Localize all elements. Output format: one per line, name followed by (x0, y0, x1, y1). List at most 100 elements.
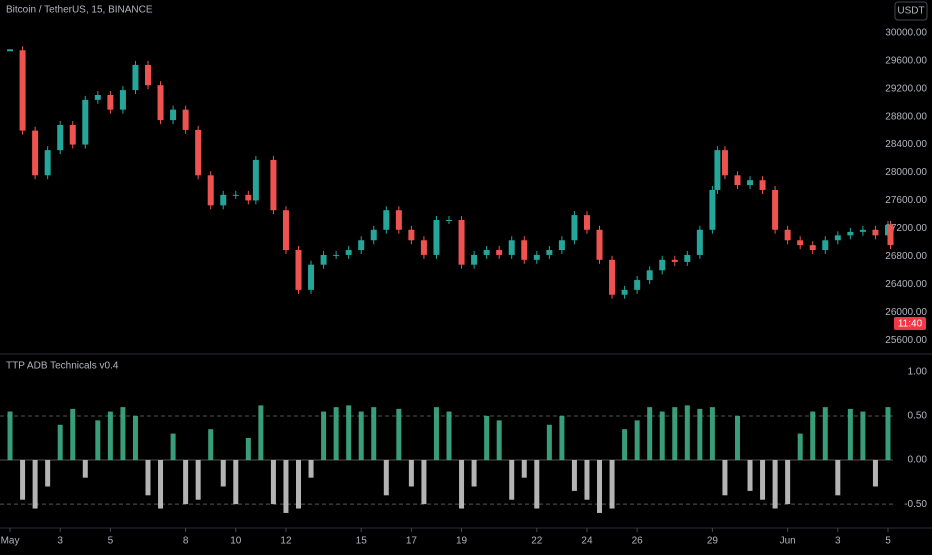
candle (420, 240, 427, 255)
x-tick-label: 29 (707, 536, 719, 547)
histogram-bar (647, 407, 653, 461)
candle (144, 64, 151, 86)
candle (521, 240, 528, 260)
histogram-bar (634, 420, 640, 461)
histogram-bar (258, 405, 264, 461)
currency-button[interactable] (894, 1, 928, 21)
histogram-bar (270, 460, 276, 505)
y-tick-label: 27600.00 (885, 195, 927, 206)
histogram-bar (233, 460, 239, 505)
histogram-bar (697, 408, 703, 461)
candle (747, 180, 754, 186)
x-tick-label: 8 (183, 536, 189, 547)
histogram-bar (433, 407, 439, 461)
candle (207, 175, 214, 206)
histogram-bar (296, 460, 302, 509)
histogram-bar (346, 405, 352, 461)
candle (270, 159, 277, 211)
y-tick-label: 29200.00 (885, 83, 927, 94)
histogram-bar (496, 420, 502, 461)
candle (333, 254, 340, 256)
candle (721, 150, 728, 176)
y-tick-label: 26400.00 (885, 279, 927, 290)
candle (282, 210, 289, 251)
histogram-bar (107, 411, 113, 461)
y-tick-label: 1.00 (908, 367, 928, 378)
histogram-bar (709, 407, 715, 461)
histogram-bar (734, 415, 740, 461)
candle (809, 245, 816, 251)
histogram-bar (358, 411, 364, 461)
candle (245, 194, 252, 201)
histogram-bar (847, 408, 853, 461)
candle (496, 250, 503, 255)
candle (132, 64, 139, 91)
y-tick-label: -0.50 (904, 499, 927, 510)
histogram-bar (396, 408, 402, 461)
chart-title: Bitcoin / TetherUS, 15, BINANCE (6, 5, 153, 16)
x-tick-label: May (1, 536, 20, 547)
histogram-bar (835, 460, 841, 496)
y-tick-label: 0.00 (908, 455, 928, 466)
candle (872, 229, 879, 236)
candle (69, 125, 76, 145)
x-tick-label: 19 (456, 536, 468, 547)
candle (634, 280, 641, 290)
y-tick-label: 28400.00 (885, 139, 927, 150)
histogram-bar (383, 460, 389, 496)
histogram-bar (785, 460, 791, 505)
y-tick-label: 26800.00 (885, 251, 927, 262)
histogram-bar (722, 460, 728, 496)
candle (252, 159, 259, 201)
candle (734, 175, 741, 186)
candle (232, 194, 239, 196)
histogram-bar (408, 460, 414, 487)
candle (170, 109, 177, 121)
candle (772, 189, 779, 230)
histogram-bar (57, 424, 63, 461)
y-tick-label: 27200.00 (885, 223, 927, 234)
histogram-bar (684, 405, 690, 461)
candle (709, 189, 716, 230)
candle (621, 289, 628, 295)
x-tick-label: Jun (780, 536, 796, 547)
histogram-bar (283, 460, 289, 513)
histogram-bar (885, 407, 891, 461)
histogram-bar (872, 460, 878, 487)
y-tick-label: 26000.00 (885, 307, 927, 318)
candle (358, 240, 365, 251)
histogram-bar (145, 460, 151, 496)
candle (483, 250, 490, 255)
candle (119, 90, 126, 110)
x-tick-label: 5 (108, 536, 114, 547)
x-tick-label: 22 (531, 536, 543, 547)
histogram-bar (622, 429, 628, 461)
marks: May 3 5 8 10 12 15 17 19 22 24 26 29 Jun 3 5 25600.00 260… (0, 27, 928, 547)
histogram-bar (822, 407, 828, 461)
candle (834, 235, 841, 241)
x-tick-label: 15 (356, 536, 368, 547)
x-tick-label: 5 (885, 536, 891, 547)
candle (822, 240, 829, 251)
histogram-bar (760, 460, 766, 500)
histogram-bar (132, 415, 138, 461)
histogram-bar (245, 438, 251, 461)
candle (7, 49, 14, 52)
candle (797, 240, 804, 246)
histogram-bar (308, 460, 314, 478)
candle (458, 220, 465, 265)
candle (471, 254, 478, 265)
histogram-bar (747, 460, 753, 491)
histogram-bar (170, 433, 176, 461)
histogram-bar (860, 411, 866, 461)
histogram-bar (70, 408, 76, 461)
histogram-bar (95, 420, 101, 461)
currency-label[interactable]: USDT (897, 6, 924, 17)
candle (571, 215, 578, 241)
histogram-bar (446, 411, 452, 461)
histogram-bar (534, 460, 540, 509)
y-tick-label: 0.50 (908, 411, 928, 422)
candle (558, 240, 565, 251)
